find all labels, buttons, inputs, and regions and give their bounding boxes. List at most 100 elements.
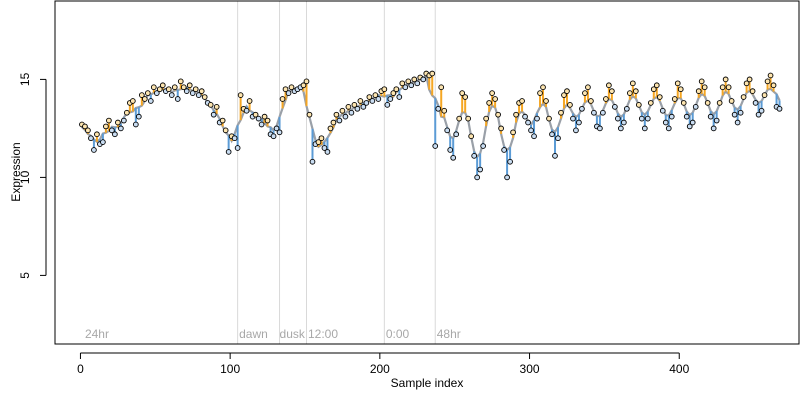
data-point-40 <box>198 88 205 95</box>
data-point-180 <box>618 125 624 132</box>
data-point-154 <box>540 84 546 91</box>
data-point-157 <box>549 131 555 138</box>
data-point-86 <box>336 117 343 124</box>
data-point-17 <box>129 98 136 104</box>
data-point-191 <box>650 86 657 93</box>
data-point-151 <box>531 133 537 140</box>
data-point-132 <box>474 174 480 181</box>
data-point-188 <box>641 125 648 132</box>
data-point-43 <box>207 102 214 108</box>
data-point-141 <box>501 147 507 153</box>
data-point-148 <box>522 113 528 120</box>
data-point-161 <box>561 92 567 98</box>
data-point-195 <box>662 119 669 126</box>
data-point-97 <box>369 98 376 104</box>
data-point-5 <box>94 131 100 138</box>
data-point-168 <box>582 90 588 96</box>
annotation-1: dawn <box>239 327 268 341</box>
data-point-140 <box>498 125 504 132</box>
data-point-108 <box>402 84 409 91</box>
data-point-30 <box>168 92 175 98</box>
data-point-122 <box>444 127 451 134</box>
data-point-194 <box>659 107 666 114</box>
time-annotations: 24hr dawn dusk 12:00 0:00 48hr <box>85 327 461 341</box>
x-tick-label-300: 300 <box>520 362 540 376</box>
data-point-184 <box>629 80 636 87</box>
data-point-70 <box>288 84 295 91</box>
data-point-130 <box>468 133 475 140</box>
data-point-88 <box>342 113 349 120</box>
data-point-39 <box>195 92 202 98</box>
y-tick-label-15: 15 <box>18 72 32 86</box>
data-point-36 <box>186 82 193 89</box>
data-point-143 <box>507 158 513 165</box>
data-point-93 <box>357 98 364 104</box>
data-point-7 <box>100 139 106 145</box>
annotation-3: 12:00 <box>308 327 338 341</box>
data-point-134 <box>480 143 486 149</box>
data-point-118 <box>432 143 439 149</box>
data-point-55 <box>243 107 250 114</box>
data-point-145 <box>513 111 519 118</box>
data-point-34 <box>180 84 187 91</box>
data-point-101 <box>381 86 388 93</box>
data-point-83 <box>327 125 334 132</box>
data-point-182 <box>623 105 630 112</box>
data-point-117 <box>429 70 436 77</box>
data-point-147 <box>519 98 525 104</box>
data-point-69 <box>285 90 292 96</box>
data-point-221 <box>740 94 747 100</box>
data-point-175 <box>603 96 609 102</box>
data-point-22 <box>144 90 151 96</box>
data-point-224 <box>749 88 756 95</box>
data-point-208 <box>701 84 708 91</box>
data-point-109 <box>405 78 412 85</box>
data-point-166 <box>576 119 582 126</box>
data-point-198 <box>671 96 678 102</box>
data-point-205 <box>692 103 699 110</box>
data-point-211 <box>710 125 717 132</box>
data-point-37 <box>189 90 196 96</box>
x-tick-label-100: 100 <box>220 362 240 376</box>
data-point-204 <box>689 119 696 126</box>
data-point-197 <box>668 113 675 120</box>
data-point-45 <box>213 103 220 110</box>
data-point-77 <box>309 158 316 165</box>
data-point-223 <box>746 76 753 83</box>
data-point-51 <box>231 135 238 142</box>
data-point-215 <box>722 76 729 83</box>
data-point-177 <box>609 88 615 95</box>
data-point-219 <box>734 119 741 126</box>
x-tick-label-400: 400 <box>669 362 689 376</box>
data-point-79 <box>315 139 322 145</box>
data-point-27 <box>159 82 166 89</box>
data-point-90 <box>348 109 355 116</box>
data-point-222 <box>743 80 750 87</box>
data-point-229 <box>764 78 771 85</box>
data-point-164 <box>570 115 576 122</box>
data-point-61 <box>261 113 268 120</box>
data-point-9 <box>106 117 112 124</box>
data-point-216 <box>725 84 732 91</box>
data-point-53 <box>237 92 244 98</box>
data-point-167 <box>579 105 585 112</box>
data-point-207 <box>698 78 705 85</box>
data-point-162 <box>564 88 570 95</box>
data-point-183 <box>626 90 633 96</box>
data-point-206 <box>695 88 702 95</box>
annotation-2: dusk <box>280 327 306 341</box>
data-point-170 <box>588 98 594 104</box>
y-axis-title: Expression <box>9 142 23 201</box>
data-point-13 <box>118 125 124 132</box>
data-point-2 <box>85 127 91 134</box>
data-point-138 <box>492 96 498 102</box>
data-point-59 <box>255 115 262 122</box>
data-point-33 <box>177 78 184 85</box>
data-point-67 <box>279 96 286 102</box>
data-point-228 <box>761 92 768 98</box>
data-point-142 <box>504 174 510 181</box>
data-point-159 <box>555 135 561 142</box>
data-point-41 <box>201 94 208 100</box>
data-point-152 <box>534 115 540 122</box>
data-point-85 <box>333 111 340 118</box>
